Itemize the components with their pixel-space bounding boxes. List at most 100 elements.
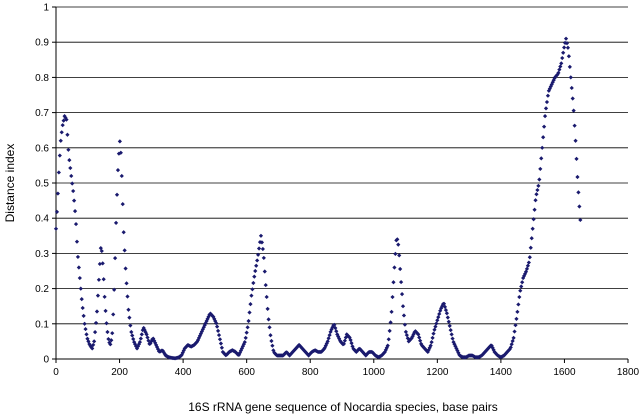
data-point <box>564 41 570 46</box>
data-point <box>417 335 422 340</box>
data-point <box>542 124 547 129</box>
data-point <box>571 108 576 113</box>
data-point <box>78 286 83 291</box>
data-point <box>129 329 134 335</box>
data-point <box>120 202 125 207</box>
data-point <box>441 301 447 306</box>
data-point <box>389 309 394 314</box>
data-point <box>399 279 404 285</box>
y-tick-labels: 0 0.1 0.2 0.3 0.4 0.5 0.6 0.7 0.8 0.9 1 <box>35 3 49 366</box>
data-point <box>543 106 549 111</box>
data-point <box>561 50 566 55</box>
data-point <box>269 338 274 344</box>
data-point <box>429 340 434 345</box>
data-point <box>509 342 514 347</box>
data-point <box>550 80 555 85</box>
data-point <box>108 342 113 347</box>
data-point <box>397 253 402 258</box>
data-point <box>444 311 449 316</box>
data-point <box>206 314 211 319</box>
data-point <box>110 331 115 336</box>
data-point <box>218 341 224 346</box>
data-point <box>535 187 540 193</box>
data-point <box>106 336 111 342</box>
data-point <box>520 280 525 285</box>
x-tick-label: 0 <box>53 367 59 378</box>
data-point <box>552 76 557 81</box>
data-point <box>255 258 260 263</box>
data-point <box>104 321 109 326</box>
data-point <box>83 326 88 332</box>
data-point <box>531 217 536 222</box>
data-point <box>252 274 257 279</box>
data-point <box>149 339 154 344</box>
data-point <box>433 324 438 329</box>
data-point <box>507 347 512 352</box>
data-point <box>73 221 79 227</box>
data-point <box>404 332 409 338</box>
data-point <box>566 54 571 59</box>
data-point <box>55 191 61 196</box>
data-point <box>118 150 123 155</box>
data-point <box>342 338 347 343</box>
data-point <box>568 75 573 80</box>
data-point <box>148 341 153 346</box>
data-point <box>116 151 122 156</box>
data-point <box>539 156 544 161</box>
data-point <box>384 345 389 350</box>
data-point <box>258 233 264 238</box>
data-point <box>522 271 528 276</box>
data-point <box>270 343 275 348</box>
data-point <box>578 217 583 223</box>
data-point <box>97 261 102 267</box>
data-point <box>575 174 580 180</box>
data-point <box>449 332 454 337</box>
data-point <box>92 339 97 344</box>
data-point <box>562 45 567 50</box>
data-point <box>324 341 329 346</box>
data-point <box>243 335 248 340</box>
data-point <box>523 269 529 274</box>
data-point <box>491 347 496 352</box>
data-point <box>86 339 91 344</box>
data-point <box>437 311 442 317</box>
data-point <box>521 275 526 281</box>
data-point <box>91 342 96 348</box>
data-point <box>57 153 62 158</box>
gridlines <box>56 6 628 325</box>
data-point <box>68 165 73 171</box>
y-tick-label: 0.2 <box>35 284 49 295</box>
data-point <box>194 339 200 344</box>
data-point <box>103 308 108 313</box>
data-point <box>388 320 393 325</box>
data-point <box>333 325 338 331</box>
data-point <box>440 304 445 309</box>
data-point <box>560 55 565 61</box>
data-point <box>74 239 80 244</box>
data-point <box>139 332 144 337</box>
data-point <box>558 64 563 69</box>
data-point <box>101 277 106 282</box>
data-point <box>516 302 521 307</box>
data-point <box>75 254 81 260</box>
data-point <box>111 312 116 317</box>
data-point <box>518 288 523 293</box>
data-point <box>524 266 530 271</box>
data-point <box>80 305 85 311</box>
data-point <box>144 332 149 337</box>
data-point <box>70 181 75 186</box>
data-point <box>542 114 548 119</box>
data-point <box>527 255 532 260</box>
data-point <box>251 280 256 286</box>
data-point <box>72 209 78 214</box>
data-point <box>128 323 133 328</box>
data-point <box>265 306 270 311</box>
x-tick-label: 800 <box>302 367 319 378</box>
data-point <box>569 85 574 91</box>
data-points <box>53 36 583 361</box>
data-point <box>348 337 353 343</box>
data-point <box>541 135 546 140</box>
data-point <box>72 198 77 203</box>
data-point <box>508 345 513 350</box>
data-point <box>67 158 72 163</box>
